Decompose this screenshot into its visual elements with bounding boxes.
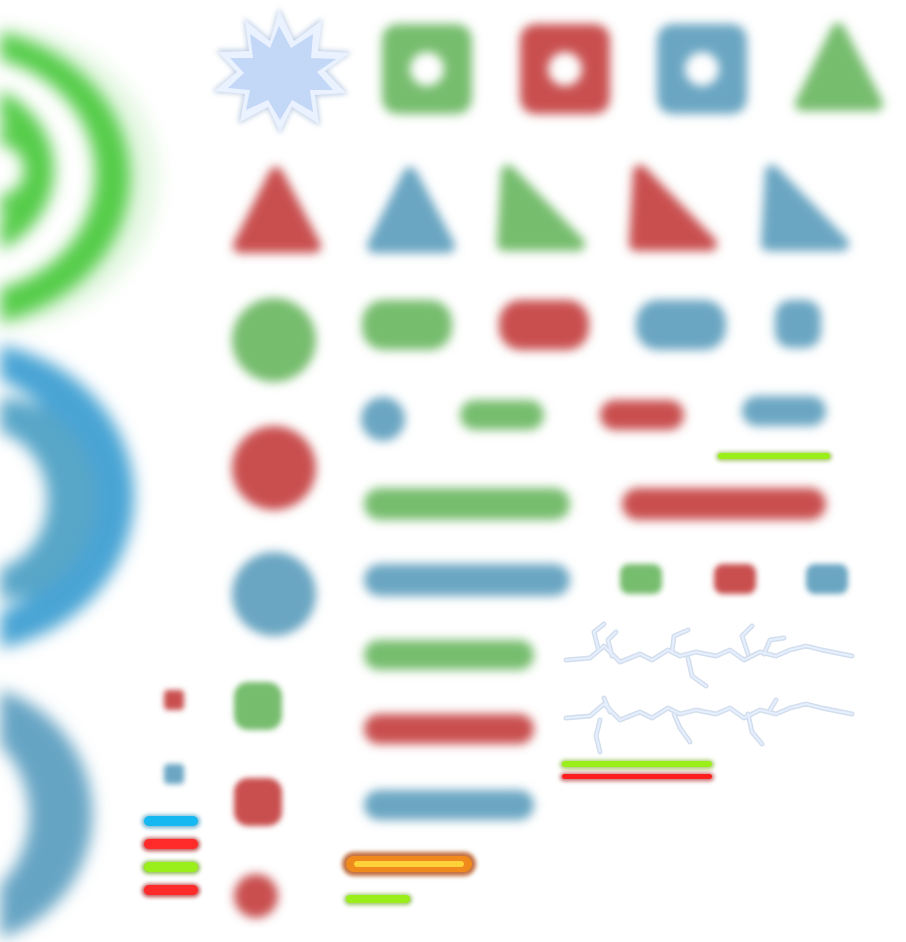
star-burst-sprite (212, 8, 352, 134)
small-square-sprites (164, 564, 848, 826)
lightning-sprites (563, 621, 855, 755)
long-bar-sprites (364, 488, 826, 820)
ring-sprite-green (0, 28, 160, 328)
triangle-sprites (233, 23, 883, 253)
hollow-square-sprites (382, 24, 747, 114)
ring-sprite-blue (0, 345, 135, 648)
glow-bar-sprites (142, 452, 832, 905)
ring-sprite-blue-small (0, 690, 93, 938)
capsule-sprites (362, 300, 826, 430)
circle-sprites (232, 298, 405, 918)
